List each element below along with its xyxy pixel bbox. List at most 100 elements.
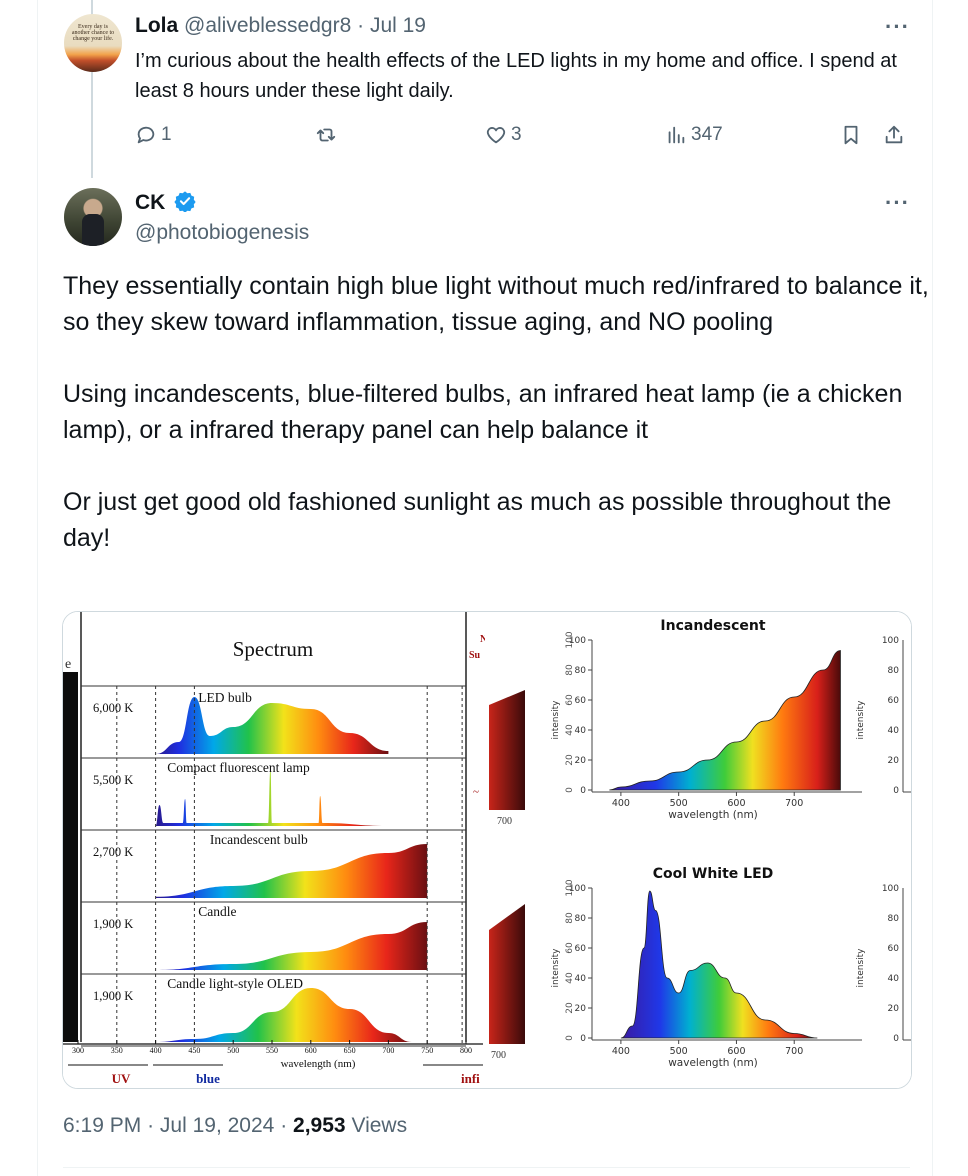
avatar[interactable]: Every day is another chance to change yo… (64, 14, 122, 72)
x-tick-label: 600 (305, 1046, 317, 1055)
thread-connector-line (91, 0, 93, 178)
rotated-y-tick-label: 60 (565, 942, 575, 954)
band-label: infi (461, 1071, 480, 1086)
rotated-y-tick-label: 40 (565, 972, 575, 984)
reply-icon (137, 126, 155, 144)
x-tick-label: 500 (227, 1046, 239, 1055)
clipped-y-tick-label: 0 (893, 1034, 899, 1044)
clipped-label: ~ (473, 786, 479, 798)
clipped-spectrum-area (489, 904, 525, 1044)
clipped-tick-label: 700 (491, 1050, 506, 1061)
retweet-icon (316, 128, 336, 142)
x-tick-label: 750 (421, 1046, 433, 1055)
retweet-button[interactable] (315, 124, 337, 146)
bookmark-icon (844, 125, 858, 145)
y-tick-label: 0 (580, 1034, 586, 1044)
band-label: UV (112, 1071, 131, 1086)
x-axis-label: wavelength (nm) (668, 809, 758, 821)
heart-icon (486, 127, 506, 144)
separator-dot: · (357, 14, 365, 37)
avatar[interactable] (64, 188, 122, 246)
rotated-y-tick-label: 20 (565, 1002, 575, 1014)
x-tick-label: 550 (266, 1046, 278, 1055)
clipped-spectrum-area (489, 690, 525, 810)
mini-chart-title: Cool White LED (653, 866, 774, 882)
reply-button[interactable]: 1 (135, 124, 172, 146)
rotated-y-tick-label: 0 (565, 787, 575, 793)
color-temperature-label: 1,900 K (93, 989, 133, 1003)
spectrum-area (155, 988, 412, 1042)
more-options-icon[interactable]: ··· (885, 14, 910, 39)
strip-gap (485, 612, 491, 1088)
timeline-left-border (37, 0, 38, 1176)
author-handle[interactable]: @photobiogenesis (135, 221, 310, 244)
tweet-actions: 1 3 347 (135, 124, 915, 154)
x-axis-label: wavelength (nm) (668, 1057, 758, 1069)
x-axis-label: wavelength (nm) (281, 1058, 356, 1070)
clipped-label: Su (469, 650, 481, 661)
spectrum-area (155, 697, 389, 754)
rotated-y-tick-label: 60 (565, 694, 575, 706)
tweet-full-date[interactable]: Jul 19, 2024 (159, 1114, 275, 1137)
y-tick-label: 60 (575, 944, 587, 954)
tweet-meta: 6:19 PM · Jul 19, 2024 · 2,953 Views (63, 1114, 407, 1138)
bookmark-button[interactable] (840, 124, 862, 146)
x-tick-label: 800 (460, 1046, 472, 1055)
y-tick-label: 40 (575, 726, 587, 736)
x-tick-label: 650 (344, 1046, 356, 1055)
y-tick-label: 100 (569, 636, 586, 646)
clipped-y-tick-label: 80 (888, 666, 900, 676)
spectrum-area (620, 890, 818, 1039)
tweet-time[interactable]: 6:19 PM (63, 1114, 142, 1137)
x-tick-label: 400 (612, 798, 630, 809)
views-label: Views (351, 1114, 408, 1137)
y-axis-label: intensity (551, 700, 561, 740)
divider (63, 1167, 910, 1168)
author-name[interactable]: Lola (135, 14, 179, 37)
rotated-y-tick-label: 0 (565, 1035, 575, 1041)
share-button[interactable] (883, 124, 905, 146)
clipped-y-tick-label: 20 (888, 1004, 900, 1014)
tweet-image[interactable]: e Spectrum 6,000 K LED bulb 5,500 K Compact f… (62, 611, 912, 1089)
clipped-y-axis-label: intensity (856, 948, 866, 988)
spectrum-title: Spectrum (233, 637, 313, 661)
author-name[interactable]: CK (135, 191, 166, 214)
y-tick-label: 60 (575, 696, 587, 706)
color-temperature-label: 5,500 K (93, 773, 133, 787)
like-button[interactable]: 3 (485, 124, 522, 146)
clipped-y-tick-label: 40 (888, 974, 900, 984)
share-icon (885, 125, 903, 144)
series-label: Compact fluorescent lamp (167, 760, 310, 775)
tweet-date[interactable]: Jul 19 (369, 14, 426, 37)
clipped-tick-label: 700 (497, 816, 512, 827)
separator-dot: · (280, 1114, 288, 1137)
tweet-paragraph: They essentially contain high blue light… (63, 272, 929, 336)
rotated-y-tick-label: 100 (565, 879, 575, 896)
clipped-y-tick-label: 100 (882, 636, 899, 646)
views-button[interactable]: 347 (665, 124, 723, 146)
color-temperature-label: 1,900 K (93, 917, 133, 931)
color-temperature-label: 6,000 K (93, 701, 133, 715)
avatar-figure (82, 214, 104, 246)
edge-label: e (65, 657, 71, 672)
more-options-icon[interactable]: ··· (885, 190, 910, 215)
series-label: Candle light-style OLED (167, 976, 303, 991)
views-count: 2,953 (293, 1114, 346, 1137)
spectrum-area (609, 650, 841, 791)
x-tick-label: 600 (727, 798, 745, 809)
x-tick-label: 450 (188, 1046, 200, 1055)
tweet-text: I’m curious about the health effects of … (135, 50, 897, 102)
tweet-header: CK (135, 190, 196, 215)
clipped-label: N (480, 634, 488, 645)
color-temperature-label: 2,700 K (93, 845, 133, 859)
verified-badge-icon (174, 191, 196, 212)
spectrum-panel-edge (63, 672, 78, 1042)
x-tick-label: 350 (111, 1046, 123, 1055)
author-handle[interactable]: @aliveblessedgr8 (184, 14, 352, 37)
mini-chart-title: Incandescent (660, 618, 765, 634)
rotated-y-tick-label: 20 (565, 754, 575, 766)
series-label: Candle (198, 904, 236, 919)
x-tick-label: 400 (150, 1046, 162, 1055)
x-tick-label: 500 (670, 798, 688, 809)
tweet-header: Lola @aliveblessedgr8 · Jul 19 (135, 14, 426, 38)
